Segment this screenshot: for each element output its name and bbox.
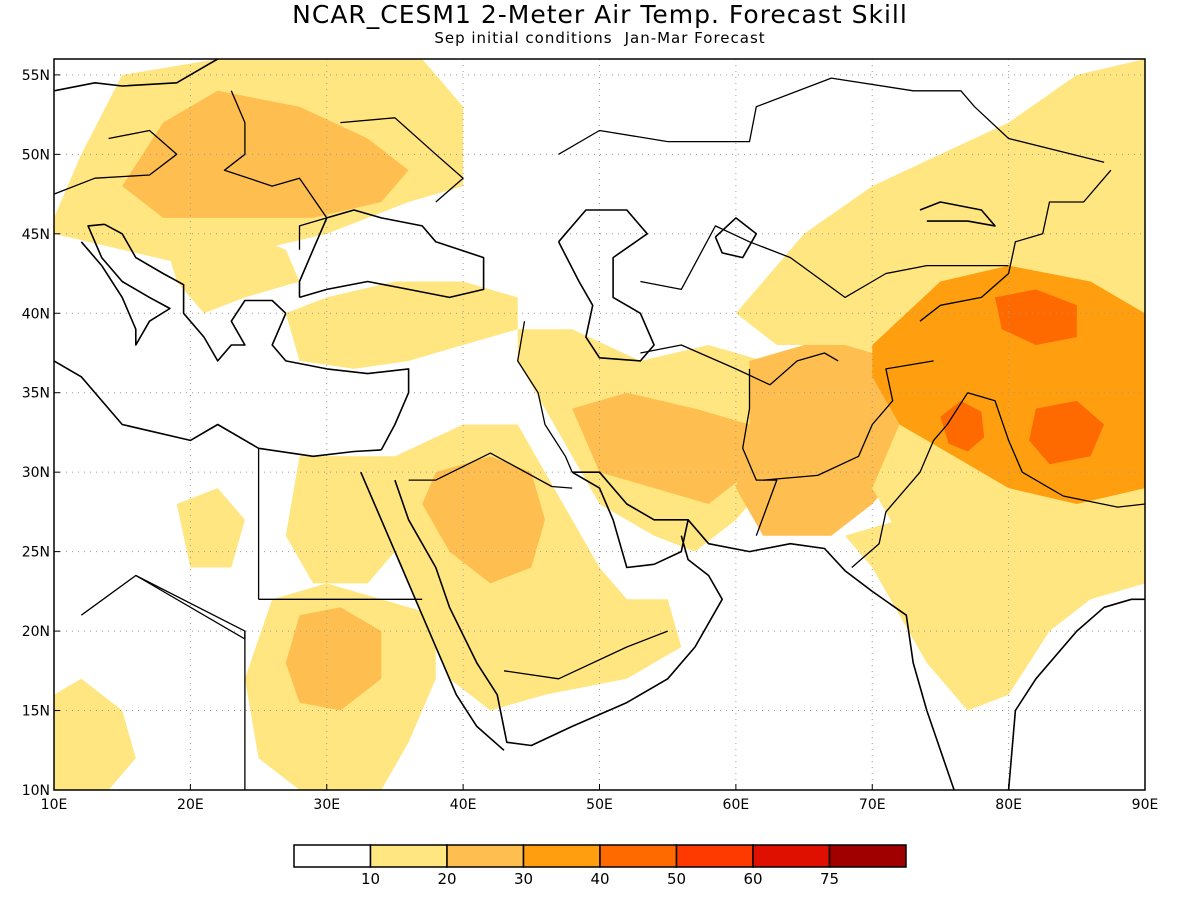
lon-tick-label: 60E — [723, 797, 750, 813]
colorbar-swatch — [599, 844, 678, 868]
border-ukraine-russia-border — [340, 117, 464, 203]
colorbar-label: 60 — [743, 870, 762, 888]
skill-region-turkey — [285, 281, 518, 369]
coastline-black-sea — [298, 209, 485, 299]
colorbar-swatch — [293, 844, 372, 868]
colorbar-swatch — [828, 844, 907, 868]
coastline-india-east-coast — [1007, 598, 1145, 790]
skill-region-libya-patch — [176, 488, 245, 568]
lat-tick-label: 45N — [22, 227, 50, 243]
lon-tick-label: 20E — [177, 797, 204, 813]
lat-tick-label: 20N — [22, 624, 50, 640]
colorbar-swatch — [446, 844, 525, 868]
coastline-aral-sea — [714, 217, 758, 259]
border-saudi-north-border — [408, 452, 573, 489]
lat-tick-label: 15N — [22, 704, 50, 720]
border-kazakh-south-border — [640, 225, 1009, 299]
skill-region-arabia-core — [422, 456, 545, 584]
skill-region-kashmir-peak — [940, 400, 985, 452]
skill-region-tarim-core — [995, 289, 1077, 345]
colorbar-legend: 10 20 30 40 50 60 75 — [293, 844, 907, 888]
border-iran-iraq-border — [517, 321, 573, 473]
colorbar-swatch — [675, 844, 754, 868]
border-saudi-yemen-border — [503, 630, 668, 680]
coastline-caspian-sea — [557, 209, 655, 362]
coastline-italy — [80, 223, 171, 346]
skill-region-tibet-core — [1029, 400, 1105, 465]
border-afghan-pak-border — [763, 360, 934, 481]
colorbar-label: 10 — [361, 870, 380, 888]
subtitle-forecast-period: Jan-Mar Forecast — [624, 29, 766, 47]
border-europe-mid-border — [54, 129, 178, 195]
skill-region-europe-central — [122, 90, 409, 218]
skill-region-balkans — [163, 217, 300, 314]
lon-tick-label: 50E — [586, 797, 613, 813]
skill-region-sudan-core — [285, 607, 382, 711]
coastline-baltic-coast — [54, 59, 219, 92]
colorbar-label: 20 — [437, 870, 456, 888]
lat-tick-label: 30N — [22, 465, 50, 481]
lon-tick-label: 80E — [995, 797, 1022, 813]
border-himalaya-border — [967, 392, 1145, 508]
map-title: NCAR_CESM1 2-Meter Air Temp. Forecast Sk… — [292, 0, 908, 29]
coastline-adriatic-east — [104, 223, 287, 362]
border-east-africa-border — [80, 574, 246, 790]
colorbar-label: 75 — [820, 870, 839, 888]
lat-tick-label: 55N — [22, 68, 50, 84]
coastline-red-sea-west — [360, 471, 505, 751]
border-iran-afghan-border — [742, 368, 778, 536]
lat-tick-label: 40N — [22, 306, 50, 322]
skill-shading — [54, 59, 1145, 790]
coastline-africa-med-coast — [54, 360, 382, 458]
border-europe-east-border — [223, 90, 328, 250]
subtitle-initial-conditions: Sep initial conditions — [434, 29, 613, 47]
skill-region-india — [845, 488, 1145, 711]
skill-region-iran-core — [572, 392, 750, 504]
colorbar-swatch — [752, 844, 831, 868]
skill-region-chad-patch — [54, 678, 136, 790]
border-turkmen-uzbek-border — [640, 344, 839, 386]
coastline-persian-gulf — [571, 471, 689, 569]
lat-tick-label: 35N — [22, 386, 50, 402]
coastline-iran-south-coast — [687, 519, 955, 790]
map-subtitle: Sep initial conditions Jan-Mar Forecast — [0, 29, 1200, 47]
lat-tick-label: 50N — [22, 147, 50, 163]
colorbar-swatch — [369, 844, 448, 868]
coastline-levant-coast — [271, 312, 410, 451]
colorbar-label: 50 — [667, 870, 686, 888]
axis-tick-labels: 10E 20E 30E 40E 50E 60E 70E 80E 90E 10N 15N 20N 25N 3… — [22, 68, 1159, 813]
lon-tick-label: 70E — [859, 797, 886, 813]
border-pak-india-border — [851, 392, 969, 568]
lon-tick-label: 90E — [1132, 797, 1159, 813]
border-china-central-asia-border — [919, 169, 1112, 322]
coastline-balkhash — [919, 201, 996, 227]
lon-tick-label: 10E — [41, 797, 68, 813]
lat-tick-label: 25N — [22, 545, 50, 561]
colorbar-swatch — [522, 844, 601, 868]
colorbar-label: 30 — [514, 870, 533, 888]
lat-tick-label: 10N — [22, 783, 50, 799]
lon-tick-label: 30E — [313, 797, 340, 813]
colorbar-label: 40 — [590, 870, 609, 888]
lon-tick-label: 40E — [450, 797, 477, 813]
coastline-red-sea-east — [394, 479, 724, 747]
border-kazakh-russia-border — [558, 77, 1105, 163]
coastlines-and-borders — [54, 59, 1145, 790]
